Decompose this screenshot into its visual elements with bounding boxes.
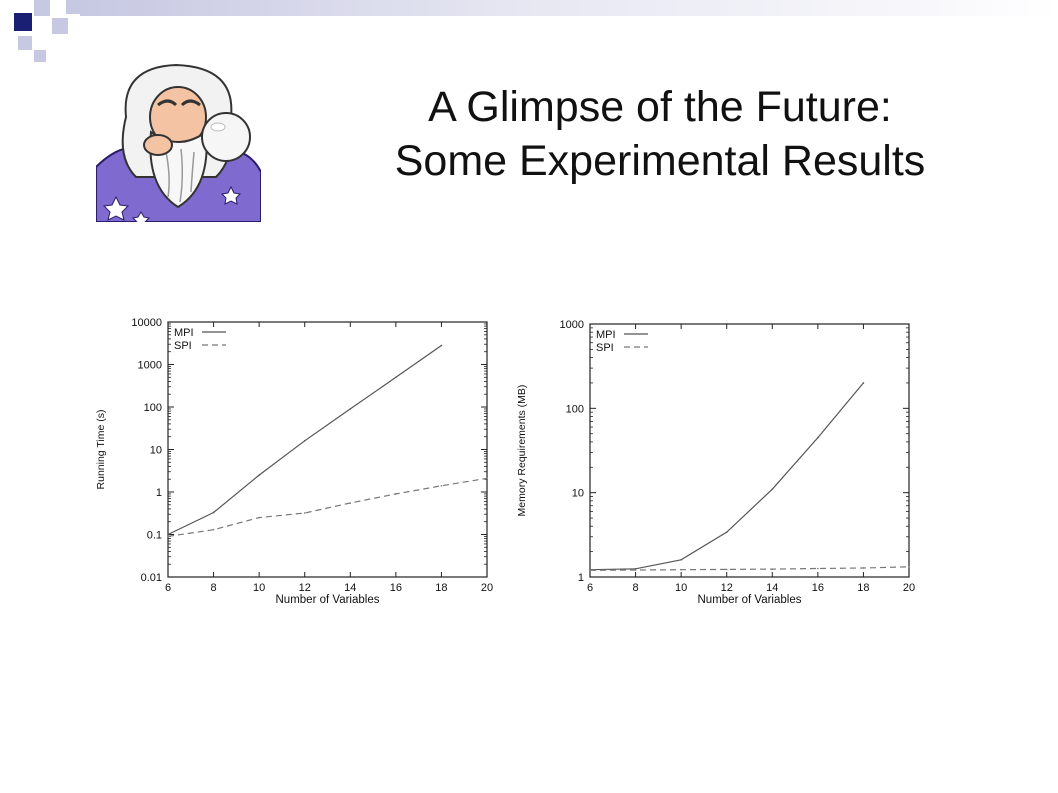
legend-label-mpi: MPI: [174, 327, 194, 339]
legend-label-mpi: MPI: [596, 329, 616, 341]
y-tick-label: 0.01: [141, 572, 162, 584]
data-point-spi: [486, 477, 488, 480]
data-point-mpi: [680, 558, 682, 561]
data-point-spi: [634, 569, 637, 571]
y-tick-label: 1000: [560, 319, 584, 331]
y-tick-label: 100: [144, 402, 162, 414]
decoration-square: [18, 36, 32, 50]
data-point-spi: [303, 512, 306, 514]
decoration-square: [34, 0, 50, 16]
plot-frame: [167, 321, 488, 578]
x-tick-label: 8: [211, 582, 217, 594]
data-point-spi: [862, 567, 865, 569]
x-axis-label: Number of Variables: [698, 594, 802, 606]
data-point-spi: [680, 568, 682, 571]
data-point-spi: [258, 516, 260, 519]
y-tick-label: 0.1: [147, 530, 162, 542]
x-tick-label: 14: [344, 582, 356, 594]
y-tick-label: 1: [156, 487, 162, 499]
legend-label-spi: SPI: [596, 342, 614, 354]
x-tick-label: 18: [435, 582, 447, 594]
data-point-mpi: [771, 488, 774, 490]
data-point-mpi: [725, 531, 728, 533]
y-axis-label: Running Time (s): [95, 410, 107, 490]
decoration-square: [34, 50, 46, 62]
decoration-square: [66, 0, 80, 14]
data-point-mpi: [349, 408, 352, 410]
data-point-spi: [167, 535, 169, 538]
slide-title-line-1: A Glimpse of the Future:: [428, 83, 892, 131]
data-point-mpi: [634, 568, 637, 570]
x-tick-label: 10: [253, 582, 265, 594]
x-tick-label: 12: [299, 582, 311, 594]
running-time-chart: 6 8 10 12 14 16 18 20 0.01 0.1 1 10 100 1000 10000 Numb…: [94, 300, 514, 620]
wizard-illustration: [95, 57, 262, 229]
y-tick-label: 1: [578, 572, 584, 584]
data-point-spi: [908, 566, 910, 568]
decoration-square: [52, 18, 68, 34]
data-point-spi: [349, 502, 352, 504]
x-tick-label: 12: [721, 582, 733, 594]
series-line-spi: [167, 477, 488, 537]
legend-label-spi: SPI: [174, 340, 192, 352]
data-point-spi: [589, 569, 591, 572]
x-axis-label: Number of Variables: [276, 594, 380, 606]
data-point-mpi: [440, 344, 443, 347]
x-tick-label: 6: [165, 582, 171, 594]
data-point-mpi: [167, 533, 169, 536]
x-tick-label: 8: [633, 582, 639, 594]
data-point-mpi: [395, 376, 397, 379]
series-line-mpi: [589, 382, 864, 571]
header-decoration-bar: [80, 0, 1058, 16]
data-point-spi: [817, 567, 819, 570]
data-point-mpi: [212, 511, 215, 514]
x-tick-label: 14: [766, 582, 778, 594]
y-axis-label: Memory Requirements (MB): [516, 385, 528, 517]
memory-requirements-chart-svg: 6 8 10 12 14 16 18 20 1 10 100 1000 Number of Variab…: [516, 319, 915, 606]
y-tick-label: 10: [572, 488, 584, 500]
series-line-spi: [589, 566, 910, 571]
x-tick-label: 6: [587, 582, 593, 594]
data-point-spi: [440, 484, 443, 487]
y-tick-label: 10: [150, 445, 162, 457]
data-point-mpi: [817, 436, 819, 439]
running-time-chart-svg: 6 8 10 12 14 16 18 20 0.01 0.1 1 10 100 1000 10000 Numb…: [95, 317, 493, 606]
x-tick-label: 16: [812, 582, 824, 594]
data-point-spi: [771, 568, 774, 570]
data-point-mpi: [258, 474, 260, 476]
series-line-mpi: [167, 345, 442, 536]
slide-title-line-2: Some Experimental Results: [394, 137, 926, 185]
memory-requirements-chart: 6 8 10 12 14 16 18 20 1 10 100 1000 Number of Variab…: [515, 300, 935, 620]
data-point-spi: [395, 493, 397, 495]
plot-frame: [589, 323, 910, 578]
y-tick-label: 1000: [138, 360, 162, 372]
y-tick-label: 10000: [131, 317, 162, 329]
x-tick-label: 20: [481, 582, 493, 594]
data-point-spi: [212, 528, 215, 531]
x-tick-label: 10: [675, 582, 687, 594]
data-point-spi: [725, 568, 728, 571]
y-tick-label: 100: [566, 403, 584, 415]
x-tick-label: 20: [903, 582, 915, 594]
data-point-mpi: [862, 382, 865, 384]
decoration-square: [14, 13, 32, 31]
slide-title: A Glimpse of the Future: Some Experiment…: [270, 80, 1050, 188]
x-tick-label: 18: [857, 582, 869, 594]
data-point-mpi: [303, 440, 306, 442]
x-tick-label: 16: [390, 582, 402, 594]
